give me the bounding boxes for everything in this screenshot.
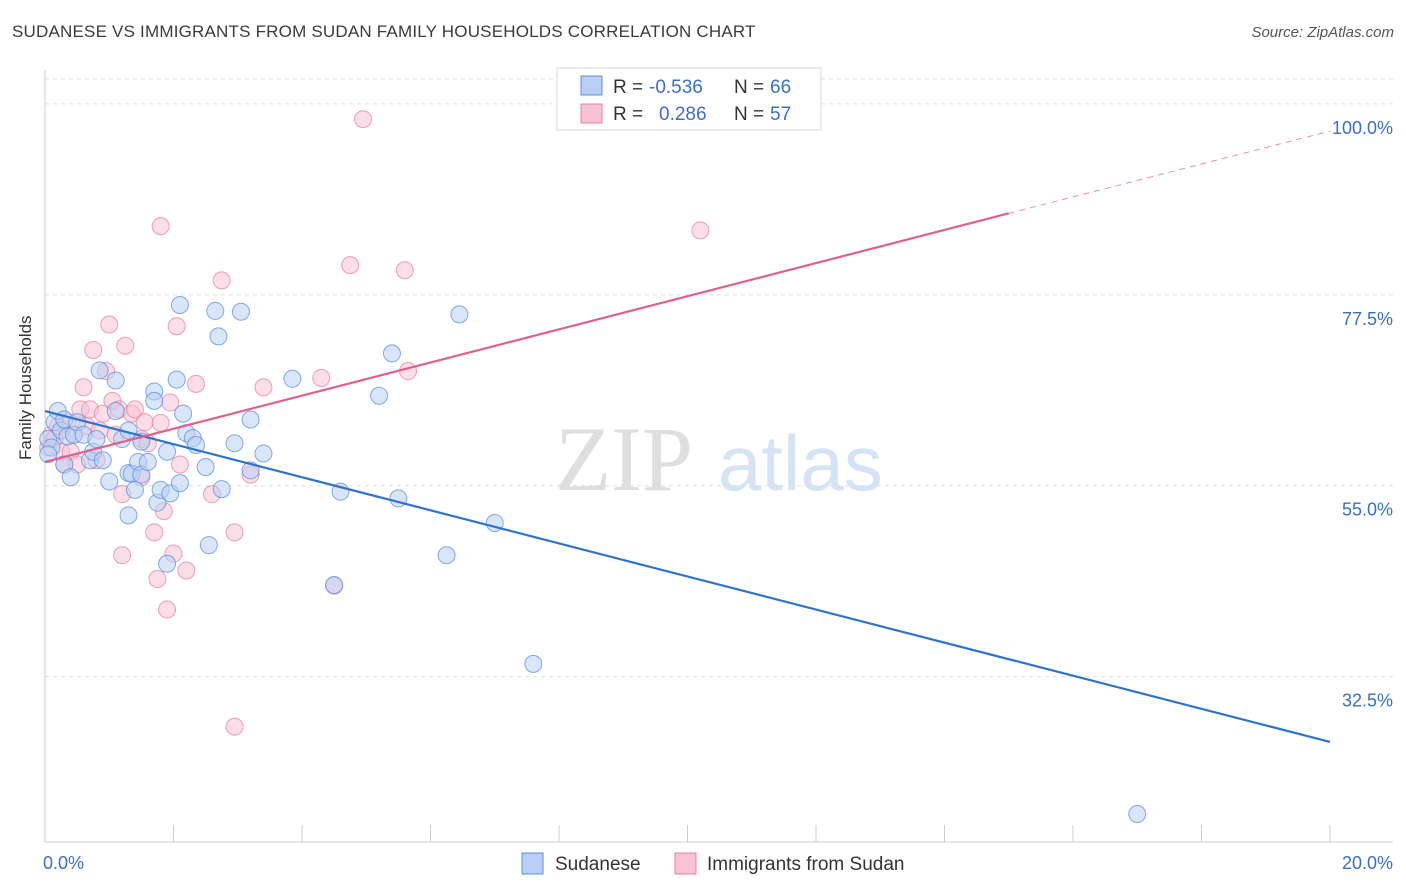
sudanese-point: [524, 654, 543, 673]
sudanese-point: [174, 404, 193, 423]
series-sudanese-points: [39, 295, 1147, 824]
sudanese-point: [145, 391, 164, 410]
immigrants-point: [113, 546, 132, 565]
sudanese-point: [196, 458, 215, 477]
x-tick-label-max: 20.0%: [1342, 853, 1393, 873]
legend-swatch-immigrants-bottom: [674, 852, 697, 875]
r-label-sudanese: R =: [613, 77, 643, 98]
sudanese-point: [170, 474, 189, 493]
sudanese-point: [106, 371, 125, 390]
y-tick-label: 100.0%: [1332, 118, 1393, 138]
immigrants-point: [177, 561, 196, 580]
watermark: ZIP atlas: [555, 408, 883, 510]
sudanese-point: [1128, 805, 1147, 824]
immigrants-point: [254, 378, 273, 397]
legend-swatch-immigrants: [580, 103, 603, 124]
immigrants-point: [186, 374, 205, 393]
stats-legend: R = -0.536 N = 66 R = 0.286 N = 57: [556, 67, 822, 131]
immigrants-point: [125, 400, 144, 419]
immigrants-point: [116, 336, 135, 355]
immigrants-point: [151, 217, 170, 236]
sudanese-point: [158, 554, 177, 573]
sudanese-point: [206, 301, 225, 320]
legend-label-sudanese: Sudanese: [555, 854, 641, 875]
legend-swatch-sudanese: [580, 75, 603, 96]
immigrants-point: [225, 523, 244, 542]
y-tick-label: 55.0%: [1342, 500, 1393, 520]
immigrants-point: [312, 368, 331, 387]
sudanese-point: [39, 445, 58, 464]
immigrants-point: [691, 221, 710, 240]
immigrants-point: [170, 455, 189, 474]
n-value-sudanese: 66: [770, 77, 791, 98]
immigrants-point: [158, 600, 177, 619]
sudanese-point: [93, 451, 112, 470]
tick-label-layer: 32.5% 55.0% 77.5% 100.0% 0.0% 20.0%: [43, 118, 1393, 873]
immigrants-point: [148, 570, 167, 589]
sudanese-point: [106, 402, 125, 421]
immigrants-trend-line: [44, 212, 1010, 464]
y-tick-label: 77.5%: [1342, 309, 1393, 329]
sudanese-trend-line: [44, 409, 1331, 743]
sudanese-point: [61, 468, 80, 487]
watermark-atlas: atlas: [718, 419, 883, 507]
sudanese-point: [254, 444, 273, 463]
immigrants-point: [100, 315, 119, 334]
sudanese-point: [450, 305, 469, 324]
grid-layer: [45, 78, 1393, 678]
sudanese-point: [87, 430, 106, 449]
sudanese-point: [370, 386, 389, 405]
sudanese-point: [437, 546, 456, 565]
source-label: Source: ZipAtlas.com: [1251, 24, 1394, 41]
immigrants-point: [399, 362, 418, 381]
sudanese-point: [231, 302, 250, 321]
sudanese-point: [382, 344, 401, 363]
y-tick-label: 32.5%: [1342, 691, 1393, 711]
immigrants-point: [167, 317, 186, 336]
immigrants-point: [74, 378, 93, 397]
x-tick-label-min: 0.0%: [43, 853, 84, 873]
immigrants-point: [151, 413, 170, 432]
n-label-immigrants: N =: [734, 104, 764, 125]
watermark-zip: ZIP: [555, 408, 693, 510]
sudanese-point: [170, 295, 189, 314]
immigrants-point: [145, 523, 164, 542]
sudanese-point: [138, 452, 157, 471]
series-legend: Sudanese Immigrants from Sudan: [521, 852, 904, 875]
sudanese-point: [283, 369, 302, 388]
sudanese-point: [241, 410, 260, 429]
legend-swatch-sudanese-bottom: [521, 852, 544, 875]
sudanese-point: [325, 575, 344, 594]
sudanese-point: [119, 506, 138, 525]
r-value-sudanese: -0.536: [649, 77, 703, 98]
chart-title: SUDANESE VS IMMIGRANTS FROM SUDAN FAMILY…: [12, 22, 756, 41]
sudanese-point: [209, 327, 228, 346]
immigrants-trend-extension: [1008, 130, 1331, 214]
sudanese-point: [225, 434, 244, 453]
immigrants-point: [354, 110, 373, 129]
n-label-sudanese: N =: [734, 77, 764, 98]
immigrants-point: [225, 717, 244, 736]
r-value-immigrants: 0.286: [659, 104, 707, 125]
sudanese-point: [90, 361, 109, 380]
sudanese-point: [199, 536, 218, 555]
immigrants-point: [341, 256, 360, 275]
n-value-immigrants: 57: [770, 104, 791, 125]
sudanese-point: [167, 370, 186, 389]
sudanese-point: [158, 442, 177, 461]
trend-layer: [44, 130, 1331, 743]
sudanese-point: [125, 480, 144, 499]
r-label-immigrants: R =: [613, 104, 643, 125]
immigrants-point: [395, 261, 414, 280]
legend-label-immigrants: Immigrants from Sudan: [707, 854, 904, 875]
immigrants-point: [212, 271, 231, 290]
immigrants-point: [84, 340, 103, 359]
sudanese-point: [100, 472, 119, 491]
immigrants-point: [135, 413, 154, 432]
sudanese-point: [212, 480, 231, 499]
